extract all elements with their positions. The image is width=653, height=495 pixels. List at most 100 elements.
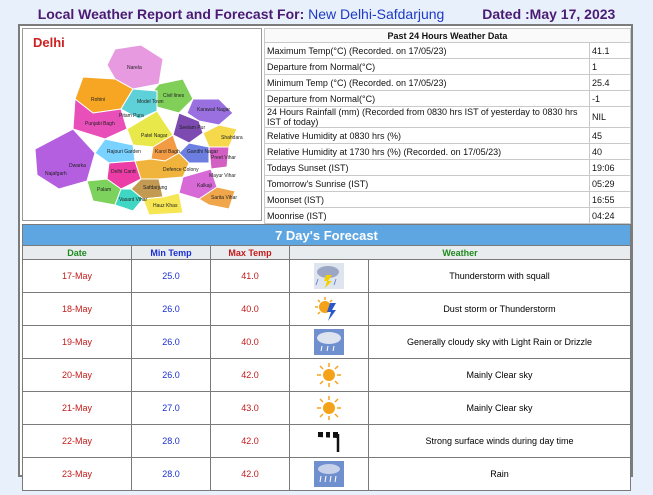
obs-value: 1	[589, 58, 631, 75]
forecast-min-temp: 26.0	[131, 292, 211, 326]
thunderstorm-squall-icon	[289, 259, 369, 293]
map-label-patel-nagar: Patel Nagar	[141, 133, 168, 139]
map-region-sarita-vihar	[198, 186, 236, 210]
obs-value: 19:06	[589, 159, 631, 176]
map-label-civil-lines: Civil lines	[163, 93, 185, 99]
forecast-weather: Thunderstorm with squall	[368, 259, 631, 293]
forecast-max-temp: 43.0	[210, 391, 290, 425]
obs-label: 24 Hours Rainfall (mm) (Recorded from 08…	[264, 106, 590, 128]
obs-label: Tomorrow's Sunrise (IST)	[264, 175, 590, 192]
dust-storm-thunder-icon	[289, 292, 369, 326]
forecast-weather: Dust storm or Thunderstorm	[368, 292, 631, 326]
past-24h-table: Past 24 Hours Weather Data Maximum Temp(…	[264, 28, 631, 224]
forecast-weather: Strong surface winds during day time	[368, 424, 631, 458]
map-label-seelam-pur: Seelam Pur	[179, 125, 205, 131]
forecast-weather: Mainly Clear sky	[368, 358, 631, 392]
forecast-row: 18-May 26.0 40.0 Dust storm or Thunderstorm	[22, 292, 631, 326]
map-label-preet-vihar: Preet Vihar	[211, 155, 236, 161]
header-title: Local Weather Report and Forecast For:	[37, 6, 305, 22]
map-label-narela: Narela	[127, 65, 142, 71]
forecast-row: 19-May 26.0 40.0 Generally cloudy sky with …	[22, 325, 631, 359]
obs-label: Departure from Normal(°C)	[264, 90, 590, 107]
forecast-weather: Mainly Clear sky	[368, 391, 631, 425]
obs-value: 40	[589, 143, 631, 160]
district-map-svg: Narela Rohini Shahdara Model Town Civil …	[34, 44, 243, 216]
obs-label: Todays Sunset (IST)	[264, 159, 590, 176]
map-label-karol-bagh: Karol Bagh	[155, 149, 180, 155]
obs-label: Moonrise (IST)	[264, 207, 590, 224]
map-label-najafgarh: Najafgarh	[45, 171, 67, 177]
map-label-model-town: Model Town	[137, 99, 164, 105]
wind-sock-icon	[289, 424, 369, 458]
obs-label: Moonset (IST)	[264, 191, 590, 208]
obs-row: Relative Humidity at 1730 hrs (%) (Recor…	[264, 143, 631, 160]
map-label-dwarka: Dwarka	[69, 163, 86, 169]
forecast-date: 23-May	[22, 457, 132, 491]
forecast-min-temp: 25.0	[131, 259, 211, 293]
forecast-min-temp: 28.0	[131, 424, 211, 458]
obs-value: 25.4	[589, 74, 631, 91]
obs-label: Relative Humidity at 0830 hrs (%)	[264, 127, 590, 144]
past-24h-title: Past 24 Hours Weather Data	[264, 28, 631, 43]
map-label-mayur-vihar: Mayur Vihar	[209, 173, 236, 179]
obs-value: -1	[589, 90, 631, 107]
map-region-narela	[106, 44, 164, 90]
obs-row: Relative Humidity at 0830 hrs (%) 45	[264, 127, 631, 144]
obs-value: 04:24	[589, 207, 631, 224]
map-region-model-town	[120, 88, 158, 120]
forecast-date: 22-May	[22, 424, 132, 458]
map-label-shahdara: Shahdara	[221, 135, 243, 141]
forecast-min-temp: 26.0	[131, 358, 211, 392]
forecast-header-min: Min Temp	[131, 245, 211, 260]
map-label-palam: Palam	[97, 187, 111, 193]
forecast-max-temp: 42.0	[210, 457, 290, 491]
map-label-karawal-nagar: Karawal Nagar	[197, 107, 230, 113]
forecast-row: 23-May 28.0 42.0 Rain	[22, 457, 631, 491]
obs-row: Minimum Temp (°C) (Recorded. on 17/05/23…	[264, 74, 631, 91]
map-label-gandhi-nagar: Gandhi Nagar	[187, 149, 218, 155]
forecast-row: 22-May 28.0 42.0 Strong surface winds durin…	[22, 424, 631, 458]
forecast-weather: Rain	[368, 457, 631, 491]
map-region-najafgarh	[34, 128, 96, 190]
forecast-max-temp: 41.0	[210, 259, 290, 293]
sun-icon	[289, 391, 369, 425]
forecast-date: 17-May	[22, 259, 132, 293]
obs-row: Moonset (IST) 16:55	[264, 191, 631, 208]
forecast-date: 21-May	[22, 391, 132, 425]
forecast-row: 20-May 26.0 42.0 Mainly Clear sky	[22, 358, 631, 392]
forecast-max-temp: 40.0	[210, 325, 290, 359]
map-region-gandhi-nagar	[178, 142, 210, 164]
sun-icon	[289, 358, 369, 392]
obs-row: Departure from Normal(°C) -1	[264, 90, 631, 107]
map-label-vasant-vihar: Vasant Vihar	[119, 197, 148, 203]
forecast-date: 18-May	[22, 292, 132, 326]
forecast-title: 7 Day's Forecast	[22, 224, 631, 246]
map-label-sarita-vihar: Sarita Vihar	[211, 195, 237, 201]
obs-value: 05:29	[589, 175, 631, 192]
obs-row: 24 Hours Rainfall (mm) (Recorded from 08…	[264, 106, 631, 128]
obs-row: Maximum Temp(°C) (Recorded. on 17/05/23)…	[264, 42, 631, 59]
map-label-rohini: Rohini	[91, 97, 105, 103]
forecast-row: 21-May 27.0 43.0 Mainly Clear sky	[22, 391, 631, 425]
forecast-weather: Generally cloudy sky with Light Rain or …	[368, 325, 631, 359]
obs-label: Minimum Temp (°C) (Recorded. on 17/05/23…	[264, 74, 590, 91]
map-label-rajouri-garden: Rajouri Garden	[107, 149, 141, 155]
map-label-kalkaji: Kalkaji	[197, 183, 212, 189]
map-label-delhi-cantt: Delhi Cantt	[111, 169, 136, 175]
rain-icon	[289, 457, 369, 491]
map-region-delhi-cantt	[106, 160, 142, 190]
forecast-min-temp: 26.0	[131, 325, 211, 359]
forecast-header-date: Date	[22, 245, 132, 260]
map-labels: Narela Rohini Shahdara Model Town Civil …	[45, 65, 243, 209]
obs-row: Todays Sunset (IST) 19:06	[264, 159, 631, 176]
forecast-max-temp: 40.0	[210, 292, 290, 326]
forecast-header-weather: Weather	[289, 245, 631, 260]
map-label-defence-colony: Defence Colony	[163, 167, 199, 173]
map-region-hauz-khas	[142, 192, 184, 216]
cloudy-rain-icon	[289, 325, 369, 359]
forecast-max-temp: 42.0	[210, 358, 290, 392]
forecast-max-temp: 42.0	[210, 424, 290, 458]
header-city: New Delhi-Safdarjung	[308, 6, 445, 22]
forecast-date: 19-May	[22, 325, 132, 359]
obs-row: Departure from Normal(°C) 1	[264, 58, 631, 75]
